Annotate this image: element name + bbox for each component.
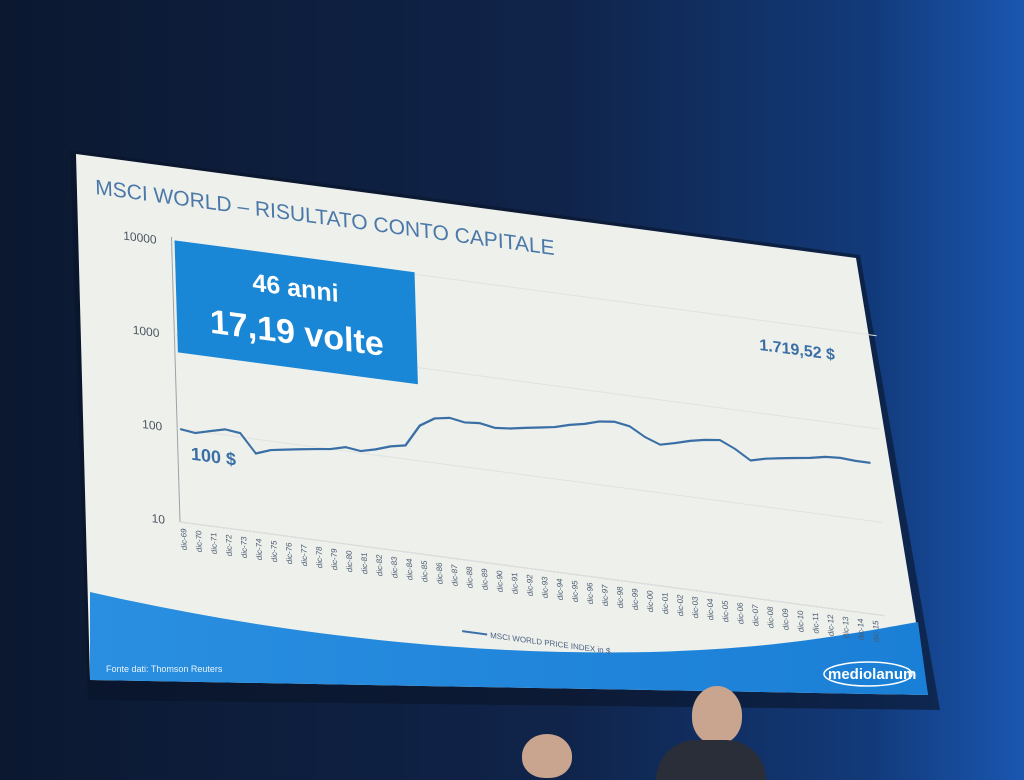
logo-ring xyxy=(823,661,913,687)
mediolanum-logo: mediolanum xyxy=(828,666,916,683)
x-tick-label: dic-93 xyxy=(540,575,550,598)
y-tick-label: 1000 xyxy=(133,323,160,341)
source-note: Fonte dati: Thomson Reuters xyxy=(106,664,223,674)
x-tick-labels: dic-69 dic-70 dic-71 dic-72 dic-73 dic-74 dic-… xyxy=(179,527,881,642)
x-tick-label: dic-69 xyxy=(179,527,189,550)
y-tick-label: 100 xyxy=(142,417,163,434)
x-tick-label: dic-85 xyxy=(420,559,430,582)
x-tick-label: dic-77 xyxy=(300,543,310,566)
x-tick-label: dic-80 xyxy=(345,549,355,572)
x-tick-label: dic-14 xyxy=(856,617,866,640)
x-tick-label: dic-06 xyxy=(736,601,746,624)
x-tick-label: dic-81 xyxy=(360,551,370,574)
x-tick-label: dic-75 xyxy=(269,539,279,562)
gridline xyxy=(177,428,883,523)
speaker-left-head xyxy=(522,734,572,778)
speaker-right-head xyxy=(692,686,742,744)
x-tick-label: dic-72 xyxy=(224,533,234,556)
x-tick-label: dic-95 xyxy=(570,579,580,602)
x-tick-label: dic-97 xyxy=(600,583,610,606)
gridline xyxy=(179,521,886,617)
x-tick-label: dic-96 xyxy=(585,581,595,604)
x-tick-label: dic-90 xyxy=(495,569,505,592)
x-tick-label: dic-88 xyxy=(465,565,475,588)
x-tick-label: dic-99 xyxy=(631,587,641,610)
x-tick-label: dic-15 xyxy=(871,619,881,642)
y-tick-labels: 10 100 1000 10000 xyxy=(123,229,886,617)
x-tick-label: dic-79 xyxy=(330,547,340,570)
x-tick-label: dic-82 xyxy=(375,553,385,576)
x-tick-label: dic-74 xyxy=(254,537,264,560)
x-tick-label: dic-07 xyxy=(751,603,761,626)
highlight-badge xyxy=(174,240,418,385)
x-tick-label: dic-78 xyxy=(315,545,325,568)
y-tick-label: 10 xyxy=(151,511,165,527)
x-tick-label: dic-05 xyxy=(721,599,731,622)
x-tick-label: dic-13 xyxy=(841,615,851,638)
y-axis xyxy=(170,236,181,523)
x-tick-label: dic-94 xyxy=(555,577,565,600)
y-tick-label: 10000 xyxy=(123,229,157,247)
x-tick-label: dic-86 xyxy=(435,561,445,584)
x-tick-label: dic-04 xyxy=(706,597,716,620)
x-tick-label: dic-03 xyxy=(691,595,701,618)
x-tick-label: dic-98 xyxy=(615,585,625,608)
x-tick-label: dic-71 xyxy=(209,531,219,554)
x-tick-label: dic-70 xyxy=(194,529,204,552)
x-tick-label: dic-02 xyxy=(676,593,686,616)
x-tick-label: dic-08 xyxy=(766,605,776,628)
x-tick-label: dic-73 xyxy=(239,535,249,558)
x-tick-label: dic-83 xyxy=(390,555,400,578)
x-tick-label: dic-91 xyxy=(510,571,520,594)
x-tick-label: dic-10 xyxy=(796,609,806,632)
x-tick-label: dic-89 xyxy=(480,567,490,590)
x-tick-label: dic-76 xyxy=(285,541,295,564)
x-tick-label: dic-92 xyxy=(525,573,535,596)
x-tick-label: dic-12 xyxy=(826,613,836,636)
legend-swatch xyxy=(462,630,488,636)
x-tick-label: dic-11 xyxy=(811,611,821,634)
x-tick-label: dic-84 xyxy=(405,557,415,580)
x-tick-label: dic-87 xyxy=(450,563,460,586)
series-line-msci-world xyxy=(180,416,871,464)
slide-footer-band xyxy=(90,592,928,695)
x-tick-label: dic-09 xyxy=(781,607,791,630)
x-tick-label: dic-01 xyxy=(661,591,671,614)
x-tick-label: dic-00 xyxy=(646,589,656,612)
